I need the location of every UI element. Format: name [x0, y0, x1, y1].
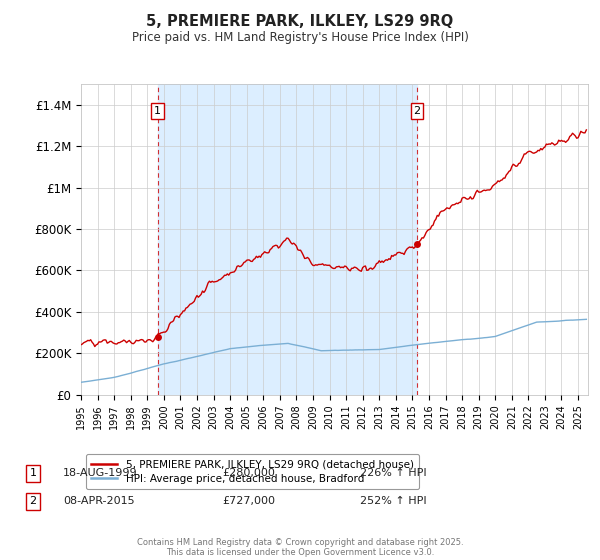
Legend: 5, PREMIERE PARK, ILKLEY, LS29 9RQ (detached house), HPI: Average price, detache: 5, PREMIERE PARK, ILKLEY, LS29 9RQ (deta… [86, 454, 419, 489]
Text: 18-AUG-1999: 18-AUG-1999 [63, 468, 137, 478]
Text: 226% ↑ HPI: 226% ↑ HPI [360, 468, 427, 478]
Text: 5, PREMIERE PARK, ILKLEY, LS29 9RQ: 5, PREMIERE PARK, ILKLEY, LS29 9RQ [146, 14, 454, 29]
Text: 08-APR-2015: 08-APR-2015 [63, 496, 134, 506]
Text: Price paid vs. HM Land Registry's House Price Index (HPI): Price paid vs. HM Land Registry's House … [131, 31, 469, 44]
Text: 2: 2 [29, 496, 37, 506]
Bar [158, 84, 417, 395]
Text: 1: 1 [154, 106, 161, 116]
Text: £280,000: £280,000 [222, 468, 275, 478]
Text: Contains HM Land Registry data © Crown copyright and database right 2025.
This d: Contains HM Land Registry data © Crown c… [137, 538, 463, 557]
Text: £727,000: £727,000 [222, 496, 275, 506]
Text: 252% ↑ HPI: 252% ↑ HPI [360, 496, 427, 506]
Text: 1: 1 [29, 468, 37, 478]
Text: 2: 2 [413, 106, 421, 116]
